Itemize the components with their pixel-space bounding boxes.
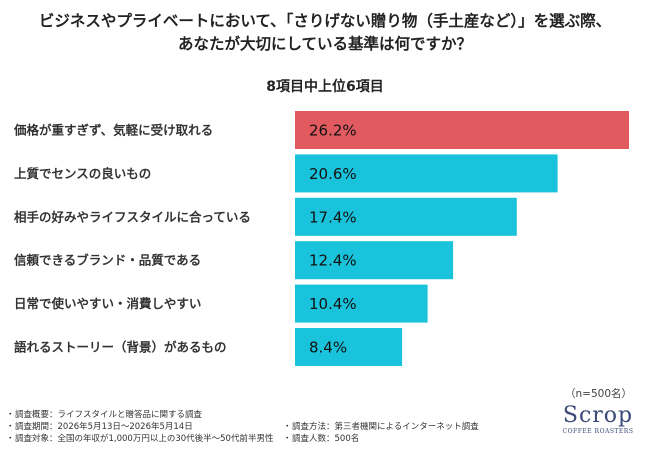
bar-2 (295, 154, 558, 193)
bar-6 (295, 328, 403, 366)
chart-subtitle: 8項目中上位6項目 (266, 79, 384, 95)
logo-wordmark: Scrop (562, 403, 634, 428)
category-label-3: 相手の好みやライフスタイルに合っている (14, 209, 251, 224)
survey-target-note: ・調査対象：全国の年収が1,000万円以上の30代後半～50代前半男性 (6, 434, 274, 444)
survey-target-text: 調査対象：全国の年収が1,000万円以上の30代後半～50代前半男性 (15, 434, 274, 444)
bar-1 (295, 111, 629, 149)
bar-3 (295, 197, 517, 236)
logo-tagline: COFFEE ROASTERS (562, 428, 634, 435)
value-label-3: 17.4% (309, 208, 357, 226)
bar-4 (295, 241, 454, 280)
sample-size-note: （n=500名） (565, 388, 632, 400)
survey-count-text: 調査人数：500名 (292, 434, 360, 444)
survey-method-note: ・調査方法：第三者機関によるインターネット調査 (283, 422, 479, 432)
value-label-6: 8.4% (309, 339, 347, 357)
category-label-6: 語れるストーリー（背景）があるもの (14, 340, 227, 355)
category-label-4: 信頼できるブランド・品質である (14, 253, 201, 268)
survey-overview-text: 調査概要：ライフスタイルと贈答品に関する調査 (15, 410, 203, 420)
bar-chart: 価格が重すぎず、気軽に受け取れる 26.2% 上質でセンスの良いもの 20.6% 相手の… (13, 111, 629, 366)
survey-count-note: ・調査人数：500名 (283, 434, 360, 444)
survey-period-note: ・調査期間：2026年5月13日～2026年5月14日 (6, 422, 193, 432)
survey-method-text: 調査方法：第三者機関によるインターネット調査 (292, 422, 479, 432)
category-label-1: 価格が重すぎず、気軽に受け取れる (13, 123, 213, 138)
value-label-4: 12.4% (309, 252, 357, 270)
value-label-2: 20.6% (309, 165, 357, 183)
category-label-2: 上質でセンスの良いもの (14, 166, 151, 181)
chart-title-line1: ビジネスやプライベートにおいて、「さりげない贈り物（手土産など）」を選ぶ際、 (38, 12, 612, 30)
chart-title-line2: あなたが大切にしている基準は何ですか？ (177, 35, 473, 53)
bar-5 (295, 284, 428, 323)
value-label-5: 10.4% (309, 295, 357, 313)
category-label-5: 日常で使いやすい・消費しやすい (14, 296, 201, 311)
survey-period-text: 調査期間：2026年5月13日～2026年5月14日 (15, 422, 193, 432)
survey-overview-note: ・調査概要：ライフスタイルと贈答品に関する調査 (6, 410, 203, 420)
value-label-1: 26.2% (309, 122, 357, 140)
scrop-logo: Scrop COFFEE ROASTERS (555, 404, 641, 436)
